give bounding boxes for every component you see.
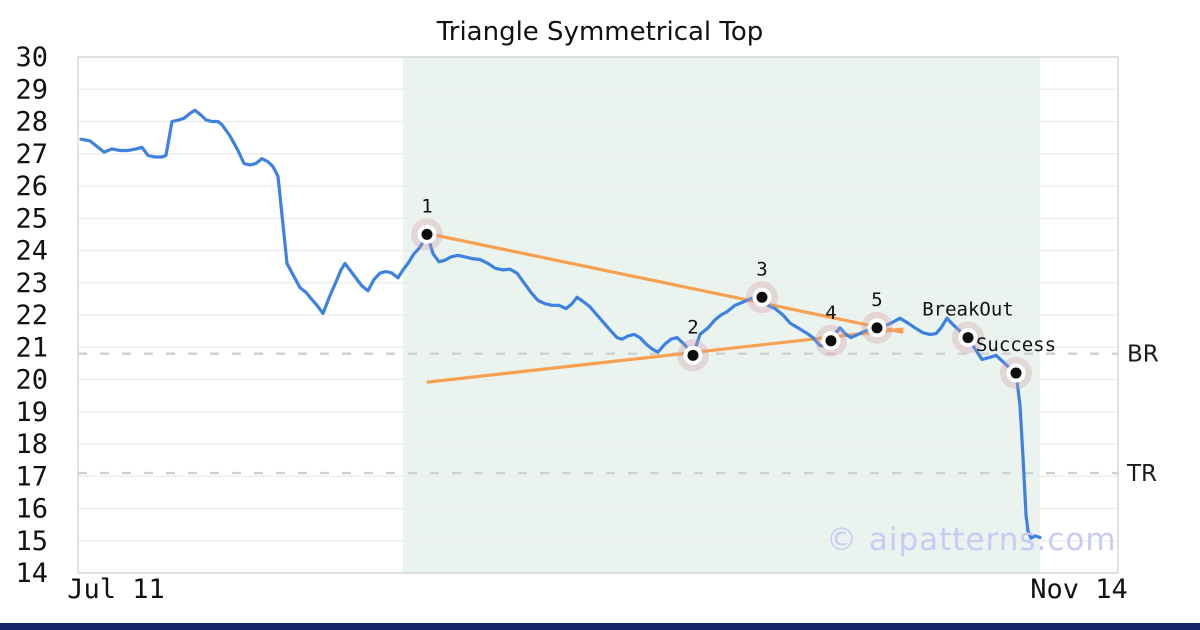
marker-label-3: 3	[756, 258, 767, 280]
y-tick-label: 26	[15, 171, 48, 202]
watermark: © aipatterns.com	[826, 522, 1117, 558]
y-tick-label: 22	[15, 300, 48, 331]
y-tick-label: 29	[15, 74, 48, 105]
y-tick-label: 23	[15, 268, 48, 299]
marker-label-1: 1	[421, 195, 432, 217]
marker-dot-Success	[1010, 367, 1022, 379]
y-tick-label: 20	[15, 365, 48, 396]
price-line	[79, 108, 1042, 540]
x-tick-label: Jul 11	[67, 574, 165, 605]
y-tick-label: 21	[15, 332, 48, 363]
marker-label-4: 4	[825, 302, 836, 324]
level-label-BR: BR	[1127, 342, 1159, 368]
marker-dot-2	[687, 349, 699, 361]
bottom-accent-bar	[0, 623, 1200, 630]
y-tick-label: 14	[15, 558, 48, 589]
y-tick-label: 25	[15, 203, 48, 234]
y-tick-label: 18	[15, 429, 48, 460]
y-tick-label: 15	[15, 526, 48, 557]
chart-title: Triangle Symmetrical Top	[436, 17, 764, 47]
marker-dot-3	[756, 291, 768, 303]
y-tick-label: 30	[15, 42, 48, 73]
marker-dot-5	[871, 322, 883, 334]
y-tick-label: 28	[15, 107, 48, 138]
plot-border	[77, 56, 1119, 574]
marker-label-Success: Success	[976, 334, 1056, 356]
y-tick-label: 27	[15, 139, 48, 170]
x-tick-label: Nov 14	[1030, 574, 1128, 605]
y-tick-label: 17	[15, 461, 48, 492]
level-label-TR: TR	[1126, 461, 1157, 487]
y-tick-label: 19	[15, 397, 48, 428]
y-tick-label: 16	[15, 494, 48, 525]
marker-label-5: 5	[871, 289, 882, 311]
marker-dot-1	[421, 228, 433, 240]
marker-label-2: 2	[687, 316, 698, 338]
marker-dot-BreakOut	[962, 332, 974, 344]
upper-trendline	[425, 231, 904, 334]
marker-label-BreakOut: BreakOut	[922, 299, 1014, 321]
y-tick-label: 24	[15, 236, 48, 267]
marker-dot-4	[825, 335, 837, 347]
